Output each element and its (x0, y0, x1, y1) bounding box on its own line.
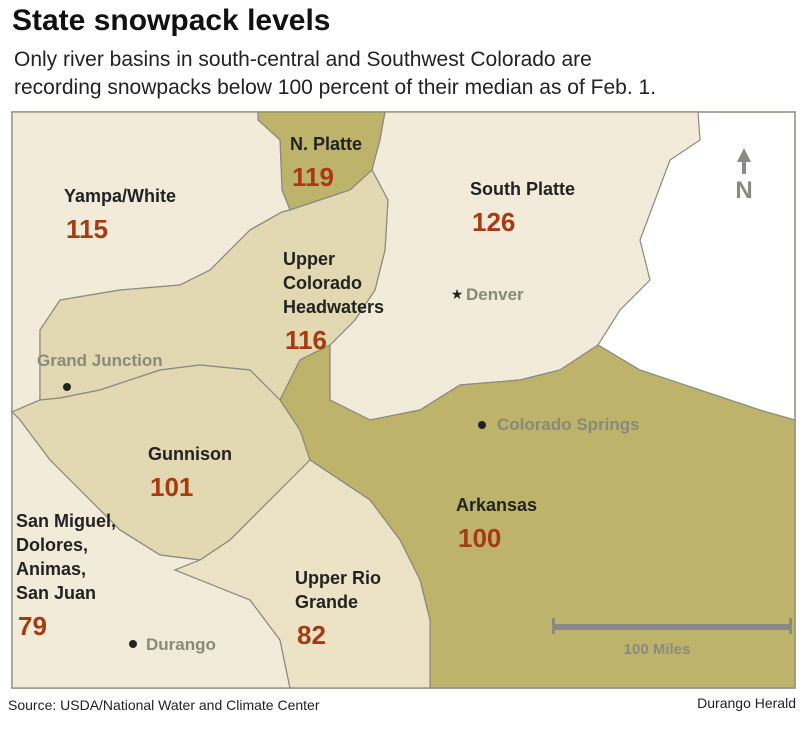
basin-value: 115 (66, 214, 108, 244)
basin-name: Upper (283, 249, 335, 269)
basin-name: South Platte (470, 179, 575, 199)
basin-name: Yampa/White (64, 186, 176, 206)
basin-value: 126 (472, 207, 515, 237)
basin-value: 116 (285, 325, 327, 355)
basin-name: San Miguel, (16, 511, 116, 531)
city-marker: ★ (451, 286, 464, 302)
basin-name: Colorado (283, 273, 362, 293)
credit: Durango Herald (697, 695, 796, 711)
basin (279, 344, 796, 689)
city-label: Denver (466, 285, 524, 304)
basin-name: Arkansas (456, 495, 537, 515)
north-arrow (737, 148, 751, 174)
basin-name: Headwaters (283, 297, 384, 317)
basin-name: Gunnison (148, 444, 232, 464)
scale-tick (552, 618, 555, 634)
basin-name: Animas, (16, 559, 86, 579)
city-label: Colorado Springs (497, 415, 640, 434)
scale-label: 100 Miles (624, 641, 691, 658)
city-marker (478, 421, 486, 429)
scale-bar (552, 624, 792, 630)
basin-name: Grande (295, 592, 358, 612)
basin-name: Upper Rio (295, 568, 381, 588)
source: Source: USDA/National Water and Climate … (8, 697, 320, 713)
north-label: N (735, 177, 752, 204)
city-marker (129, 640, 137, 648)
basin-value: 100 (458, 523, 501, 553)
title: State snowpack levels (12, 4, 331, 37)
basin-name: Dolores, (16, 535, 88, 555)
basin-value: 101 (150, 472, 193, 502)
basin-name: N. Platte (290, 134, 362, 154)
basin-value: 119 (292, 162, 334, 192)
basin (173, 459, 431, 689)
basin-name: San Juan (16, 583, 96, 603)
subtitle: recording snowpacks below 100 percent of… (14, 76, 656, 99)
scale-tick (789, 618, 792, 634)
subtitle: Only river basins in south-central and S… (14, 48, 592, 71)
city-label: Durango (146, 635, 216, 654)
city-marker (63, 383, 71, 391)
basin-value: 82 (297, 620, 326, 650)
basin-value: 79 (18, 611, 47, 641)
city-label: Grand Junction (37, 351, 163, 370)
